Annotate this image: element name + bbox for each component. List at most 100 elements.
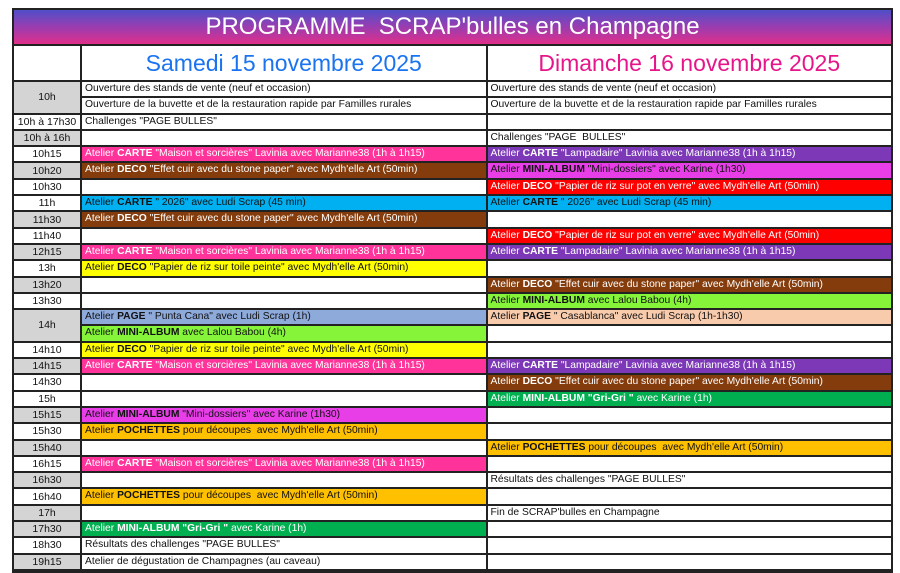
time-label: 19h15 [14, 554, 82, 569]
saturday-activity-cell: Atelier POCHETTES pour découpes avec Myd… [82, 424, 488, 439]
activity-description: " Punta Cana" avec Ludi Scrap (1h) [145, 311, 311, 323]
activity-description: "Effet cuir avec du stone paper" avec My… [146, 164, 418, 176]
saturday-activity-cell: Ouverture de la buvette et de la restaur… [82, 98, 488, 113]
time-label: 13h20 [14, 277, 82, 292]
activity-prefix: Atelier [490, 392, 523, 404]
activity-prefix: Atelier [85, 245, 118, 257]
time-label: 15h40 [14, 440, 82, 455]
saturday-activity-cell [82, 505, 488, 521]
activity-description: "Lampadaire" Lavinia avec Marianne38 (1h… [558, 245, 796, 257]
sunday-activity-cell: Atelier DECO "Effet cuir avec du stone p… [487, 375, 891, 390]
time-label: 16h15 [14, 456, 82, 472]
activity-description: Ouverture des stands de vente (neuf et o… [85, 83, 311, 94]
sunday-activity-cell [488, 538, 892, 552]
time-slot-row: 14h30 Atelier DECO "Effet cuir avec du st… [14, 375, 891, 392]
activity-type: CARTE [117, 148, 153, 160]
activity-type: POCHETTES [522, 441, 586, 453]
sunday-activity-cell [488, 326, 892, 340]
activity-type: CARTE [522, 148, 559, 160]
activity-type: CARTE [522, 197, 559, 209]
activity-description: "Maison et sorcières" Lavinia avec Maria… [152, 148, 425, 160]
activity-type: POCHETTES [117, 490, 180, 502]
time-slot-row: 19h15 Atelier de dégustation de Champagne… [14, 554, 892, 571]
time-label: 14h15 [14, 359, 82, 374]
sunday-activity-cell: Atelier CARTE "Lampadaire" Lavinia avec … [487, 244, 891, 260]
time-label: 16h40 [14, 489, 82, 504]
activity-type: DECO [522, 180, 553, 192]
time-slot-row: 13h20 Atelier DECO "Effet cuir avec du st… [14, 277, 891, 294]
sunday-activity-cell [488, 424, 892, 438]
activity-description: avec Karine (1h) [228, 523, 307, 535]
sunday-activity-cell: Résultats des challenges "PAGE BULLES" [488, 473, 892, 487]
time-slot-row: 11h Atelier CARTE " 2026" avec Ludi Scrap… [14, 196, 891, 213]
saturday-activity-cell: Résultats des challenges "PAGE BULLES" [82, 538, 488, 553]
activity-description: Résultats des challenges "PAGE BULLES" [85, 539, 280, 551]
saturday-activity-cell: Atelier CARTE "Maison et sorcières" Lavi… [82, 244, 488, 260]
activity-type: DECO [522, 376, 553, 388]
saturday-activity-cell: Ouverture des stands de vente (neuf et o… [82, 82, 488, 97]
time-label: 10h [14, 82, 82, 113]
activity-prefix: Atelier [85, 148, 118, 160]
time-slot-row: 15h15 Atelier MINI-ALBUM "Mini-dossiers" … [14, 407, 891, 425]
activity-description: "Maison et sorcières" Lavinia avec Maria… [152, 360, 425, 372]
activity-prefix: Atelier [490, 245, 523, 257]
activity-description: " Casablanca" avec Ludi Scrap (1h-1h30) [550, 311, 743, 323]
saturday-activity-cell [82, 440, 488, 455]
time-slot-row: 10h à 16h Challenges "PAGE BULLES" [14, 130, 891, 148]
activity-type: MINI-ALBUM [522, 164, 585, 176]
sunday-activity-cell [488, 261, 892, 275]
activity-description: Ouverture de la buvette et de la restaur… [85, 99, 412, 111]
activity-prefix: Atelier [85, 327, 118, 339]
activity-description: "Lampadaire" Lavinia avec Marianne38 (1h… [558, 148, 796, 160]
saturday-activity-cell [82, 375, 488, 390]
activity-description: "Effet cuir avec du stone paper" avec My… [146, 213, 418, 225]
time-label: 17h30 [14, 522, 82, 537]
activity-description: avec Lalou Babou (4h) [584, 294, 692, 306]
time-header-empty [14, 46, 82, 80]
sunday-activity-cell: Atelier MINI-ALBUM avec Lalou Babou (4h) [487, 293, 891, 309]
time-label: 11h30 [14, 212, 82, 227]
time-slot-row: 18h30 Résultats des challenges "PAGE BULL… [14, 538, 892, 555]
time-slot-row: 10h30 Atelier DECO "Papier de riz sur pot… [14, 179, 891, 197]
saturday-activity-cell: Atelier PAGE " Punta Cana" avec Ludi Scr… [82, 310, 488, 325]
time-slot-row: 14h Atelier PAGE " Punta Cana" avec Ludi … [14, 310, 891, 343]
sunday-activity-cell: Atelier MINI-ALBUM "Gri-Gri " avec Karin… [487, 391, 891, 406]
activity-prefix: Atelier [85, 164, 118, 176]
saturday-activity-cell [82, 228, 488, 243]
time-label: 10h à 17h30 [14, 114, 82, 129]
saturday-activity-cell [82, 277, 488, 292]
activity-prefix: Atelier [490, 148, 523, 160]
saturday-activity-cell [82, 473, 488, 488]
activity-type: MINI-ALBUM "Gri-Gri " [117, 523, 229, 535]
activity-description: pour découpes avec Mydh'elle Art (50min) [180, 490, 378, 502]
saturday-activity-cell [82, 293, 488, 309]
activity-prefix: Atelier [490, 376, 523, 388]
saturday-activity-cell: Atelier DECO "Papier de riz sur toile pe… [82, 261, 488, 276]
activity-prefix: Atelier [85, 197, 118, 209]
saturday-activity-cell: Atelier CARTE "Maison et sorcières" Lavi… [82, 359, 488, 374]
time-label: 13h30 [14, 293, 82, 309]
activity-prefix: Atelier [490, 278, 523, 290]
activity-description: " 2026" avec Ludi Scrap (45 min) [152, 197, 306, 209]
time-slot-row: 17h Fin de SCRAP'bulles en Champagne [14, 505, 891, 523]
time-slot-row: 10h20 Atelier DECO "Effet cuir avec du st… [14, 163, 891, 180]
schedule-body: 10h Ouverture des stands de vente (neuf e… [14, 82, 891, 571]
activity-prefix: Atelier [490, 180, 523, 192]
sunday-activity-cell: Ouverture de la buvette et de la restaur… [488, 98, 892, 112]
activity-type: PAGE [522, 311, 551, 323]
sunday-activity-cell: Atelier MINI-ALBUM "Mini-dossiers" avec … [487, 163, 891, 178]
time-label: 15h30 [14, 424, 82, 439]
sunday-activity-cell: Atelier DECO "Effet cuir avec du stone p… [487, 277, 891, 292]
activity-prefix: Atelier [490, 311, 523, 323]
activity-type: CARTE [117, 360, 153, 372]
saturday-activity-cell: Atelier de dégustation de Champagnes (au… [82, 554, 488, 569]
saturday-activity-cell: Atelier DECO "Papier de riz sur toile pe… [82, 342, 488, 358]
time-label: 10h15 [14, 147, 82, 162]
time-slot-row: 10h15 Atelier CARTE "Maison et sorcières"… [14, 147, 891, 164]
time-slot-row: 14h10 Atelier DECO "Papier de riz sur toi… [14, 342, 891, 360]
activity-prefix: Atelier [490, 229, 523, 241]
activity-type: DECO [117, 262, 147, 274]
program-title: PROGRAMME SCRAP'bulles en Champagne [14, 10, 891, 46]
sunday-activity-cell: Atelier CARTE "Lampadaire" Lavinia avec … [487, 359, 891, 374]
sunday-activity-cell [488, 555, 892, 569]
